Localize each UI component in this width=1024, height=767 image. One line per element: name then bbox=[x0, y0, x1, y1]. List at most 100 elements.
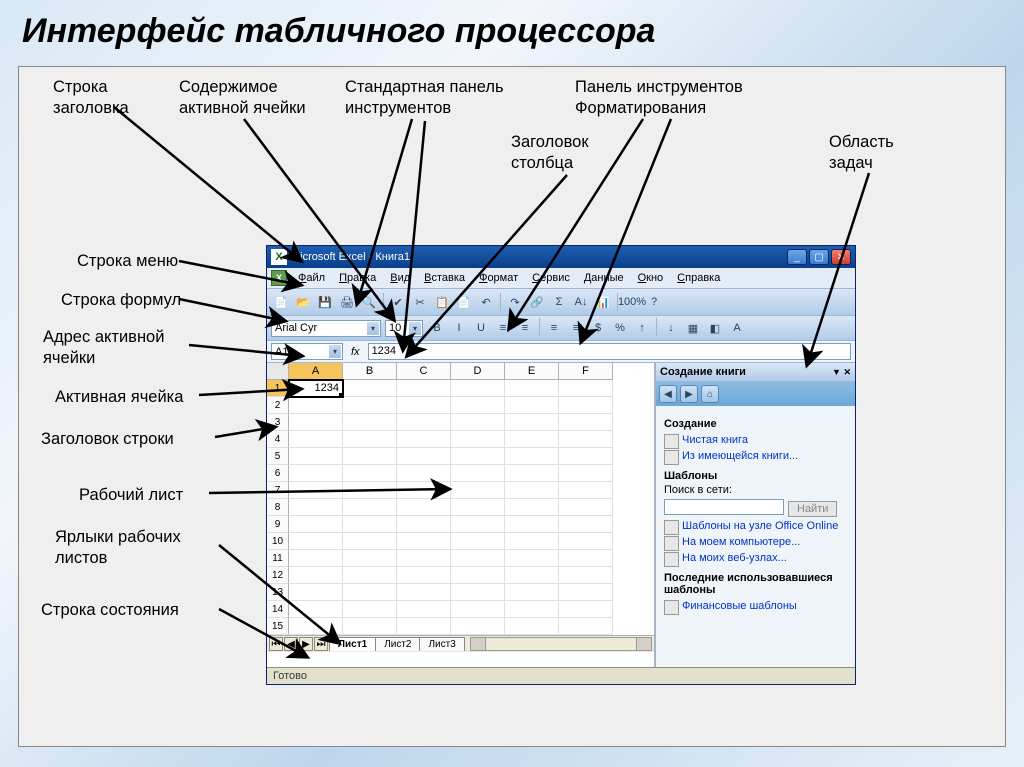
toolbtn-5[interactable]: ✔ bbox=[388, 292, 408, 312]
tab-nav-prev[interactable]: ◀ bbox=[284, 637, 298, 651]
sheet-tab-Лист1[interactable]: Лист1 bbox=[329, 637, 376, 651]
cell-B10[interactable] bbox=[343, 533, 397, 550]
sheet-tab-Лист2[interactable]: Лист2 bbox=[375, 637, 420, 651]
toolbtn-0[interactable]: 📄 bbox=[271, 292, 291, 312]
cell-B6[interactable] bbox=[343, 465, 397, 482]
cell-B2[interactable] bbox=[343, 397, 397, 414]
row-header-9[interactable]: 9 bbox=[267, 516, 289, 533]
cell-C2[interactable] bbox=[397, 397, 451, 414]
cell-A4[interactable] bbox=[289, 431, 343, 448]
cell-C13[interactable] bbox=[397, 584, 451, 601]
toolbtn-16[interactable]: ? bbox=[644, 292, 664, 312]
toolbtn-14[interactable]: 📊 bbox=[593, 292, 613, 312]
toolbtn-1[interactable]: 📂 bbox=[293, 292, 313, 312]
cell-C9[interactable] bbox=[397, 516, 451, 533]
cell-B3[interactable] bbox=[343, 414, 397, 431]
cell-D3[interactable] bbox=[451, 414, 505, 431]
toolbtn-11[interactable]: 🔗 bbox=[527, 292, 547, 312]
name-box[interactable]: A1 bbox=[271, 343, 343, 360]
cell-C4[interactable] bbox=[397, 431, 451, 448]
tab-nav-next[interactable]: ▶ bbox=[299, 637, 313, 651]
cell-B8[interactable] bbox=[343, 499, 397, 516]
menu-формат[interactable]: Формат bbox=[472, 270, 525, 286]
row-header-14[interactable]: 14 bbox=[267, 601, 289, 618]
cell-E11[interactable] bbox=[505, 550, 559, 567]
cell-C6[interactable] bbox=[397, 465, 451, 482]
cell-C8[interactable] bbox=[397, 499, 451, 516]
cell-C15[interactable] bbox=[397, 618, 451, 635]
toolbtn-12[interactable]: ◧ bbox=[705, 318, 725, 338]
toolbtn-4[interactable]: ≡ bbox=[515, 318, 535, 338]
cell-D11[interactable] bbox=[451, 550, 505, 567]
toolbtn-10[interactable]: ↓ bbox=[661, 318, 681, 338]
cell-E8[interactable] bbox=[505, 499, 559, 516]
cell-A10[interactable] bbox=[289, 533, 343, 550]
cell-C11[interactable] bbox=[397, 550, 451, 567]
cell-D13[interactable] bbox=[451, 584, 505, 601]
tp-link-2-0[interactable]: Финансовые шаблоны bbox=[664, 598, 847, 614]
tp-fwd-icon[interactable]: ▶ bbox=[680, 385, 698, 403]
cell-B4[interactable] bbox=[343, 431, 397, 448]
toolbtn-15[interactable]: 100% bbox=[622, 292, 642, 312]
toolbtn-12[interactable]: Σ bbox=[549, 292, 569, 312]
toolbtn-2[interactable]: U bbox=[471, 318, 491, 338]
cell-E7[interactable] bbox=[505, 482, 559, 499]
cell-D4[interactable] bbox=[451, 431, 505, 448]
col-header-D[interactable]: D bbox=[451, 363, 505, 380]
cell-F13[interactable] bbox=[559, 584, 613, 601]
menu-вид[interactable]: Вид bbox=[383, 270, 417, 286]
tp-link-0-1[interactable]: Из имеющейся книги... bbox=[664, 448, 847, 464]
cell-E12[interactable] bbox=[505, 567, 559, 584]
cell-F11[interactable] bbox=[559, 550, 613, 567]
cell-F15[interactable] bbox=[559, 618, 613, 635]
cell-F5[interactable] bbox=[559, 448, 613, 465]
toolbtn-10[interactable]: ↷ bbox=[505, 292, 525, 312]
cell-A6[interactable] bbox=[289, 465, 343, 482]
col-header-C[interactable]: C bbox=[397, 363, 451, 380]
toolbtn-7[interactable]: 📋 bbox=[432, 292, 452, 312]
tab-nav-first[interactable]: ⏮ bbox=[269, 637, 283, 651]
cell-E15[interactable] bbox=[505, 618, 559, 635]
cell-A5[interactable] bbox=[289, 448, 343, 465]
cell-F10[interactable] bbox=[559, 533, 613, 550]
cell-D14[interactable] bbox=[451, 601, 505, 618]
font-name-combo[interactable]: Arial Cyr bbox=[271, 320, 381, 337]
cell-A13[interactable] bbox=[289, 584, 343, 601]
row-header-4[interactable]: 4 bbox=[267, 431, 289, 448]
col-header-F[interactable]: F bbox=[559, 363, 613, 380]
toolbtn-13[interactable]: A bbox=[727, 318, 747, 338]
cell-D6[interactable] bbox=[451, 465, 505, 482]
menu-справка[interactable]: Справка bbox=[670, 270, 727, 286]
cell-D2[interactable] bbox=[451, 397, 505, 414]
row-header-12[interactable]: 12 bbox=[267, 567, 289, 584]
cell-C12[interactable] bbox=[397, 567, 451, 584]
toolbtn-9[interactable]: ↑ bbox=[632, 318, 652, 338]
row-header-10[interactable]: 10 bbox=[267, 533, 289, 550]
tab-nav-last[interactable]: ⏭ bbox=[314, 637, 328, 651]
toolbtn-4[interactable]: 🔍 bbox=[359, 292, 379, 312]
menu-вставка[interactable]: Вставка bbox=[417, 270, 472, 286]
cell-E13[interactable] bbox=[505, 584, 559, 601]
tp-link-0-0[interactable]: Чистая книга bbox=[664, 432, 847, 448]
toolbtn-3[interactable]: ≡ bbox=[493, 318, 513, 338]
row-header-6[interactable]: 6 bbox=[267, 465, 289, 482]
row-header-5[interactable]: 5 bbox=[267, 448, 289, 465]
formula-bar[interactable]: 1234 bbox=[368, 343, 851, 360]
toolbtn-9[interactable]: ↶ bbox=[476, 292, 496, 312]
toolbtn-6[interactable]: ≡ bbox=[566, 318, 586, 338]
worksheet-area[interactable]: ABCDEF 1123423456789101112131415 ⏮ ◀ ▶ ⏭… bbox=[267, 363, 655, 667]
cell-A9[interactable] bbox=[289, 516, 343, 533]
row-header-3[interactable]: 3 bbox=[267, 414, 289, 431]
maximize-button[interactable]: ▢ bbox=[809, 249, 829, 265]
cell-F7[interactable] bbox=[559, 482, 613, 499]
toolbtn-6[interactable]: ✂ bbox=[410, 292, 430, 312]
toolbtn-11[interactable]: ▦ bbox=[683, 318, 703, 338]
menu-правка[interactable]: Правка bbox=[332, 270, 383, 286]
cell-C10[interactable] bbox=[397, 533, 451, 550]
cell-C3[interactable] bbox=[397, 414, 451, 431]
cell-F1[interactable] bbox=[559, 380, 613, 397]
row-header-1[interactable]: 1 bbox=[267, 380, 289, 397]
cell-E1[interactable] bbox=[505, 380, 559, 397]
cell-C1[interactable] bbox=[397, 380, 451, 397]
tp-search-input[interactable] bbox=[664, 499, 784, 515]
